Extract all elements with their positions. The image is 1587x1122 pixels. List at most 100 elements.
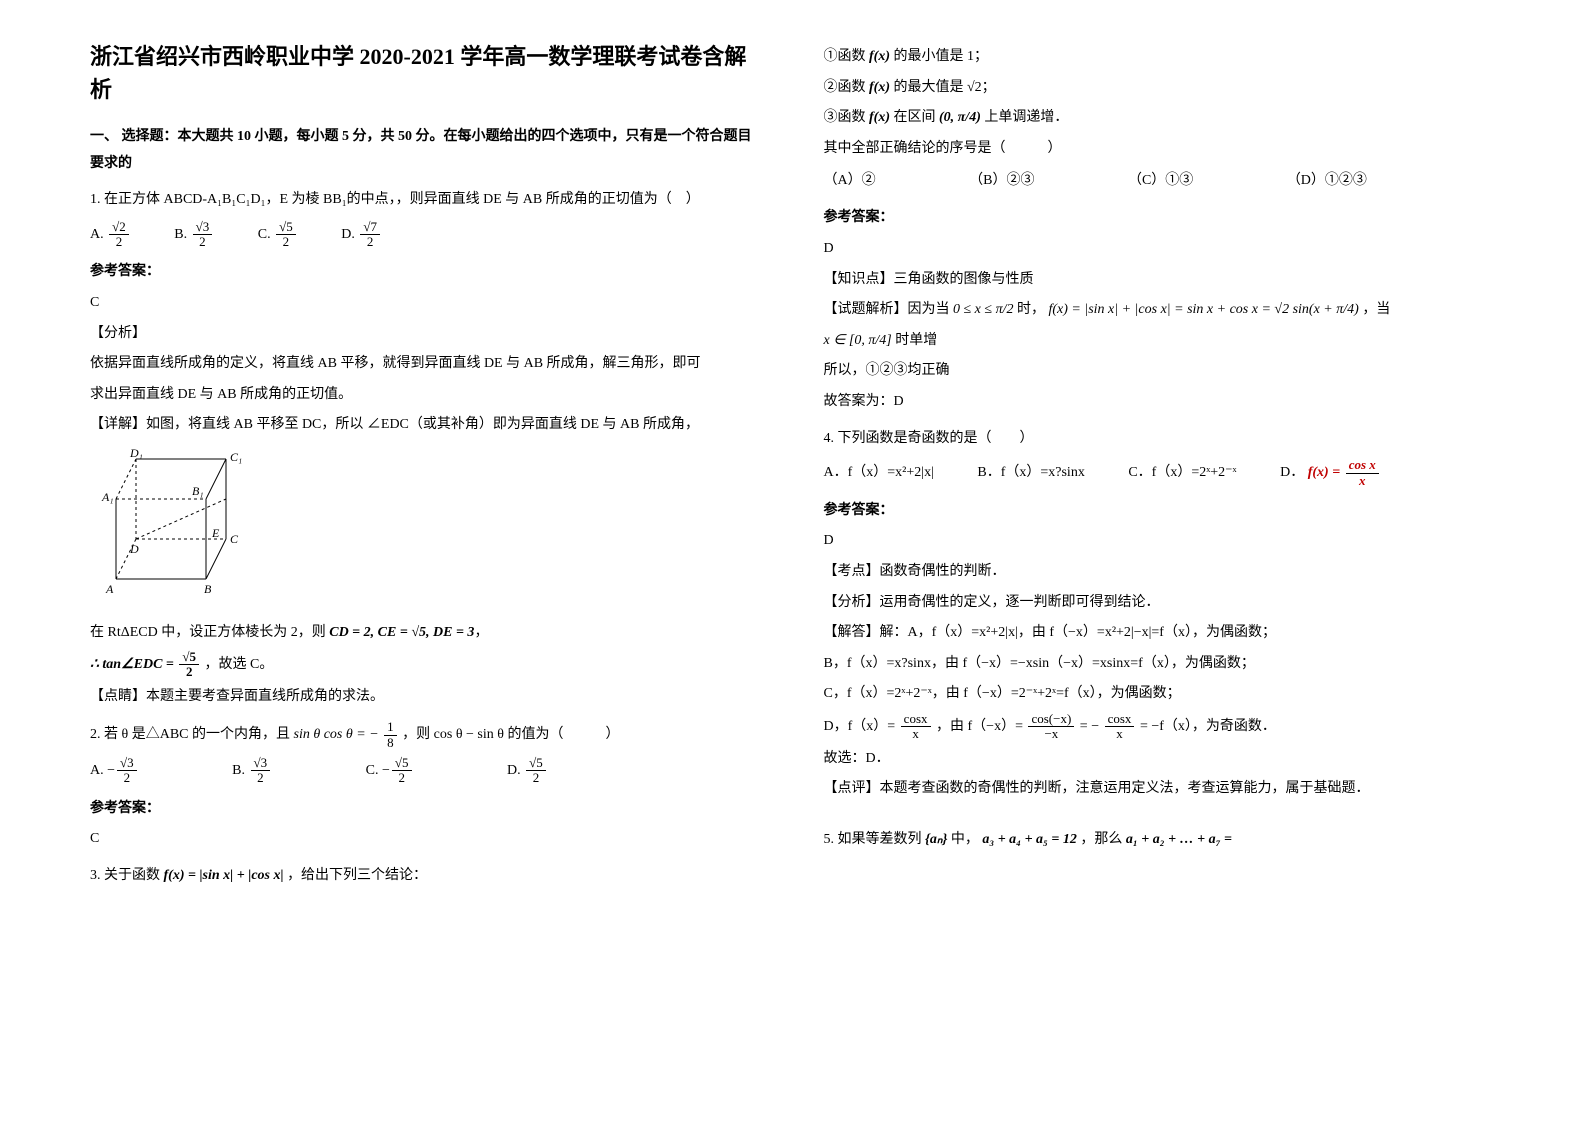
q4-dp: 【点评】本题考查函数的奇偶性的判断，注意运用定义法，考查运算能力，属于基础题． xyxy=(824,776,1498,803)
q3-options: （A）② （B）②③ （C）①③ （D）①②③ xyxy=(824,168,1498,195)
q3-c3-c1: 在区间 xyxy=(894,110,940,125)
q1-stem-text: 1. 在正方体 ABCD-A₁B₁C₁D₁，E 为棱 BB₁的中点，，则异面直线… xyxy=(90,192,700,207)
q5-stem-d: a₃ + a₄ + a₅ = 12 xyxy=(982,832,1077,847)
q4-jd3: D，f（x）= cosxx ，由 f（−x）= cos(−x)−x = − co… xyxy=(824,712,1498,742)
q3-jx-label: 【试题解析】因为当 xyxy=(824,302,954,317)
q4-opt-a: A．f（x）=x²+2|x| xyxy=(824,460,934,487)
q5-stem-a: 5. 如果等差数列 xyxy=(824,832,926,847)
q3-stem: 3. 关于函数 f(x) = |sin x| + |cos x| ，给出下列三个… xyxy=(90,863,764,890)
q2-opt-c-label: C. xyxy=(366,763,379,778)
q5-stem-f: a₁ + a₂ + … + a₇ = xyxy=(1126,832,1232,847)
q2-ans-label: 参考答案： xyxy=(90,796,764,823)
q4-opt-d-eq: f(x) = cos xx xyxy=(1308,465,1381,480)
q3-k-label: 【知识点】三角函数的图像与性质 xyxy=(824,267,1498,294)
q4-options: A．f（x）=x²+2|x| B．f（x）=x?sinx C．f（x）=2ˣ+2… xyxy=(824,458,1498,488)
q4-jd3-b: ，由 f（−x）= xyxy=(936,719,1026,734)
q1-det2-a: ∴ tan∠EDC = xyxy=(90,657,177,672)
q3-jx-b: 时， xyxy=(1017,302,1045,317)
q1-stem: 1. 在正方体 ABCD-A₁B₁C₁D₁，E 为棱 BB₁的中点，，则异面直线… xyxy=(90,187,764,214)
q5-stem-c: 中， xyxy=(951,832,979,847)
q4-jd4: 故选：D． xyxy=(824,746,1498,773)
q4-jd3-a: D，f（x）= xyxy=(824,719,899,734)
q2-opt-d: D. √52 xyxy=(507,756,548,786)
svg-text:E: E xyxy=(211,526,220,540)
q1-ds: 【点睛】本题主要考查异面直线所成角的求法。 xyxy=(90,684,764,711)
q1-opt-b: B. √32 xyxy=(174,220,214,250)
q3-c3-d: (0, π/4) xyxy=(939,110,981,125)
q1-opt-a: A. √22 xyxy=(90,220,131,250)
q1-det-label: 【详解】如图，将直线 AB 平移至 DC，所以 ∠EDC（或其补角）即为异面直线… xyxy=(90,412,764,439)
q2-opt-b-label: B. xyxy=(232,763,245,778)
q2-opt-d-label: D. xyxy=(507,763,521,778)
q1-opt-b-label: B. xyxy=(174,227,187,242)
section-1-head: 一、 选择题：本大题共 10 小题，每小题 5 分，共 50 分。在每小题给出的… xyxy=(90,124,764,177)
q4-jd1: B，f（x）=x?sinx，由 f（−x）=−xsin（−x）=xsinx=f（… xyxy=(824,651,1498,678)
q2-stem-c: ，则 cos θ − sin θ 的值为（ ） xyxy=(402,727,619,742)
q2-opt-a-label: A. xyxy=(90,763,104,778)
q4-kd: 【考点】函数奇偶性的判断． xyxy=(824,559,1498,586)
q1-fx2: 求出异面直线 DE 与 AB 所成角的正切值。 xyxy=(90,382,764,409)
q1-det-label-text: 【详解】如图，将直线 AB 平移至 DC，所以 ∠EDC（或其补角）即为异面直线… xyxy=(90,417,699,432)
q3-c1-b: f(x) xyxy=(869,49,890,64)
svg-text:D₁: D₁ xyxy=(129,449,143,460)
q2-opt-b: B. √32 xyxy=(232,756,272,786)
q3-c3-a: ③函数 xyxy=(824,110,870,125)
q3-jx-c: f(x) = |sin x| + |cos x| = sin x + cos x… xyxy=(1048,302,1358,317)
q4-opt-d-label: D． xyxy=(1280,465,1304,480)
q2-opt-a: A. −√32 xyxy=(90,756,139,786)
q3-jx3: 所以，①②③均正确 xyxy=(824,358,1498,385)
q3-jx4: 故答案为：D xyxy=(824,389,1498,416)
q3-jx-e: x ∈ [0, π/4] xyxy=(824,333,892,348)
q4-ans-label: 参考答案： xyxy=(824,498,1498,525)
q4-jd3-d: = −f（x），为奇函数． xyxy=(1140,719,1276,734)
q3-c2-b: f(x) xyxy=(869,80,890,95)
q1-opt-d: D. √72 xyxy=(341,220,382,250)
q1-det2-c: ，故选 C。 xyxy=(205,657,274,672)
q3-jx2: x ∈ [0, π/4] 时单增 xyxy=(824,328,1498,355)
q4-jd3-c: = − xyxy=(1080,719,1103,734)
q1-fx1-text: 依据异面直线所成角的定义，将直线 AB 平移，就得到异面直线 DE 与 AB 所… xyxy=(90,356,701,371)
q2-opt-c: C. −√52 xyxy=(366,756,414,786)
q3-opt-c: （C）①③ xyxy=(1128,168,1193,195)
q4-fx: 【分析】运用奇偶性的定义，逐一判断即可得到结论． xyxy=(824,590,1498,617)
q3-qline: 其中全部正确结论的序号是（ ） xyxy=(824,136,1498,163)
q4-opt-d: D． f(x) = cos xx xyxy=(1280,458,1381,488)
cube-svg: D₁ C₁ A₁ B₁ E D C A B xyxy=(96,449,266,599)
q4-opt-c: C．f（x）=2ˣ+2⁻ˣ xyxy=(1128,460,1236,487)
svg-text:B: B xyxy=(204,582,212,596)
svg-text:C₁: C₁ xyxy=(230,450,242,464)
q4-stem: 4. 下列函数是奇函数的是（ ） xyxy=(824,426,1498,453)
q3-c1-c: 的最小值是 1； xyxy=(894,49,989,64)
left-column: 浙江省绍兴市西岭职业中学 2020-2021 学年高一数学理联考试卷含解析 一、… xyxy=(90,40,764,895)
q3-c2: ②函数 f(x) 的最大值是 √2； xyxy=(824,75,1498,102)
q3-jx-a: 0 ≤ x ≤ π/2 xyxy=(953,302,1013,317)
q1-fx1: 依据异面直线所成角的定义，将直线 AB 平移，就得到异面直线 DE 与 AB 所… xyxy=(90,351,764,378)
q1-opt-c-label: C. xyxy=(258,227,271,242)
q3-ans-label: 参考答案： xyxy=(824,205,1498,232)
q1-fx-label: 【分析】 xyxy=(90,321,764,348)
q3-jx1: 【试题解析】因为当 0 ≤ x ≤ π/2 时， f(x) = |sin x| … xyxy=(824,297,1498,324)
q1-det1-b: CD = 2, CE = √5, DE = 3 xyxy=(329,625,474,640)
q1-opt-c: C. √52 xyxy=(258,220,298,250)
svg-text:B₁: B₁ xyxy=(192,484,204,498)
q3-c3-b: f(x) xyxy=(869,110,890,125)
q4-jd0: 【解答】解：A，f（x）=x²+2|x|，由 f（−x）=x²+2|−x|=f（… xyxy=(824,620,1498,647)
q3-stem-b: f(x) = |sin x| + |cos x| xyxy=(164,868,284,883)
q3-c3-c2: 上单调递增． xyxy=(984,110,1068,125)
q3-stem-c: ，给出下列三个结论： xyxy=(287,868,427,883)
q4-jd2: C，f（x）=2ˣ+2⁻ˣ，由 f（−x）=2⁻ˣ+2ˣ=f（x），为偶函数； xyxy=(824,681,1498,708)
q2-ans: C xyxy=(90,826,764,853)
cube-figure: D₁ C₁ A₁ B₁ E D C A B xyxy=(96,449,764,610)
q3-opt-a: （A）② xyxy=(824,168,876,195)
q3-jx-d: ，当 xyxy=(1362,302,1390,317)
q2-stem-a: 2. 若 θ 是△ABC 的一个内角，且 xyxy=(90,727,294,742)
q3-c2-a: ②函数 xyxy=(824,80,870,95)
q3-c1: ①函数 f(x) 的最小值是 1； xyxy=(824,44,1498,71)
doc-title: 浙江省绍兴市西岭职业中学 2020-2021 学年高一数学理联考试卷含解析 xyxy=(90,40,764,106)
q2-stem: 2. 若 θ 是△ABC 的一个内角，且 sin θ cos θ = − 18 … xyxy=(90,720,764,750)
svg-text:A: A xyxy=(105,582,114,596)
q3-stem-a: 3. 关于函数 xyxy=(90,868,164,883)
q5-stem: 5. 如果等差数列 {aₙ} 中， a₃ + a₄ + a₅ = 12 ，那么 … xyxy=(824,827,1498,854)
q1-fx2-text: 求出异面直线 DE 与 AB 所成角的正切值。 xyxy=(90,387,352,402)
svg-text:C: C xyxy=(230,532,239,546)
